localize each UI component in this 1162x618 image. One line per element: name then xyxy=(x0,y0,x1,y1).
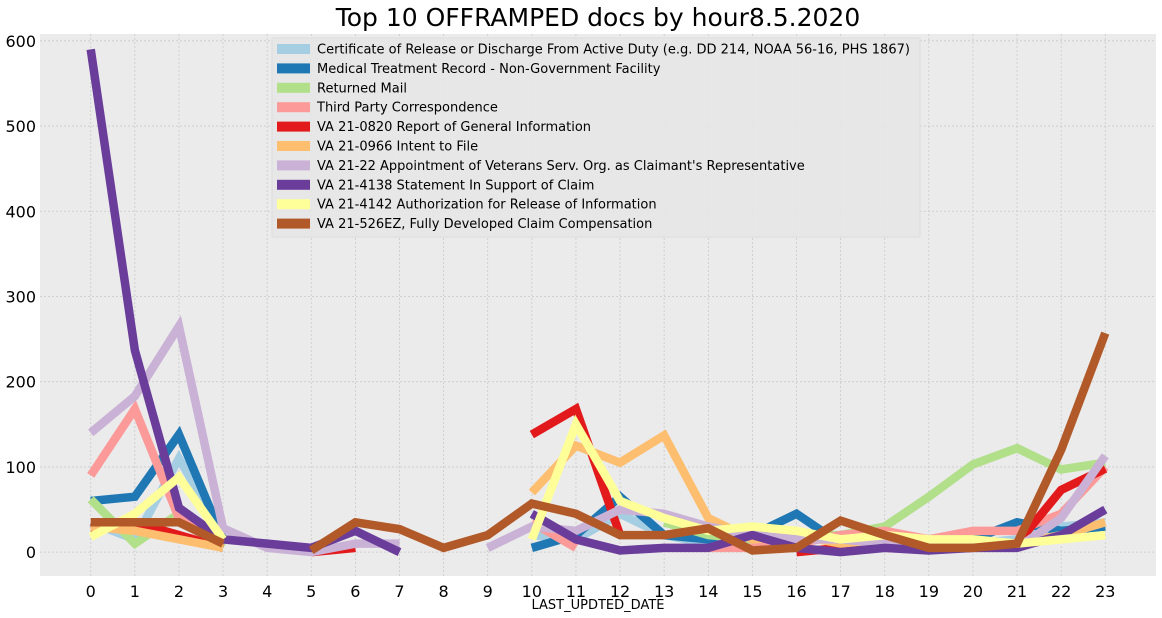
legend-swatch xyxy=(277,160,310,171)
x-tick-label: 14 xyxy=(698,582,718,601)
legend-swatch xyxy=(277,199,310,210)
legend-label: Returned Mail xyxy=(317,81,407,96)
legend-label: VA 21-0966 Intent to File xyxy=(317,140,478,155)
series-lines xyxy=(86,48,1110,557)
legend-swatch xyxy=(277,63,310,74)
y-tick-label: 0 xyxy=(26,543,36,562)
legend-label: Certificate of Release or Discharge From… xyxy=(317,43,910,58)
legend-swatch xyxy=(277,82,310,93)
x-tick-label: 3 xyxy=(218,582,228,601)
legend-label: VA 21-0820 Report of General Information xyxy=(317,120,591,135)
legend-box xyxy=(271,37,921,238)
series-line xyxy=(86,48,402,556)
x-axis-label: LAST_UPDTED_DATE xyxy=(532,598,665,613)
x-tick-label: 12 xyxy=(610,582,630,601)
y-axis: 0 100 200 300 400 500 600 xyxy=(5,32,36,562)
y-tick-label: 300 xyxy=(5,287,36,306)
x-tick-label: 5 xyxy=(306,582,316,601)
y-tick-label: 500 xyxy=(5,117,36,136)
x-tick-label: 20 xyxy=(963,582,983,601)
y-tick-label: 100 xyxy=(5,458,36,477)
x-tick-label: 2 xyxy=(174,582,184,601)
series-line xyxy=(308,331,1110,555)
series-10 xyxy=(90,331,1110,555)
legend-label: VA 21-4138 Statement In Support of Claim xyxy=(317,178,594,193)
x-tick-label: 21 xyxy=(1007,582,1027,601)
x-tick-label: 1 xyxy=(130,582,140,601)
x-tick-label: 15 xyxy=(742,582,762,601)
series-line xyxy=(90,518,225,548)
y-tick-label: 200 xyxy=(5,373,36,392)
y-tick-label: 400 xyxy=(5,202,36,221)
chart-title: Top 10 OFFRAMPED docs by hour8.5.2020 xyxy=(335,3,861,32)
legend-swatch xyxy=(277,141,310,151)
x-tick-label: 18 xyxy=(875,582,895,601)
series-line xyxy=(529,402,625,537)
x-axis: 0 1 2 3 4 5 6 7 8 9 10 11 12 13 14 15 16 17 18 19 20 21 22 23 xyxy=(86,582,1116,601)
x-tick-label: 16 xyxy=(786,582,806,601)
x-tick-label: 22 xyxy=(1051,582,1071,601)
x-tick-label: 19 xyxy=(919,582,939,601)
legend-swatch xyxy=(277,218,310,229)
legend: Certificate of Release or Discharge From… xyxy=(271,37,921,238)
legend-swatch xyxy=(277,44,310,54)
legend-label: Third Party Correspondence xyxy=(316,101,498,116)
x-tick-label: 17 xyxy=(830,582,850,601)
legend-swatch xyxy=(277,179,310,190)
y-tick-label: 600 xyxy=(5,32,36,51)
x-tick-label: 9 xyxy=(483,582,493,601)
legend-label: VA 21-22 Appointment of Veterans Serv. O… xyxy=(317,159,805,174)
x-tick-label: 7 xyxy=(394,582,404,601)
legend-swatch xyxy=(277,121,310,132)
x-tick-label: 4 xyxy=(262,582,272,601)
x-tick-label: 23 xyxy=(1095,582,1115,601)
x-tick-label: 13 xyxy=(654,582,674,601)
x-tick-label: 8 xyxy=(439,582,449,601)
x-tick-label: 10 xyxy=(522,582,542,601)
legend-label: VA 21-4142 Authorization for Release of … xyxy=(317,198,657,213)
legend-swatch xyxy=(277,102,310,113)
x-tick-label: 11 xyxy=(566,582,586,601)
legend-label: VA 21-526EZ, Fully Developed Claim Compe… xyxy=(317,217,652,232)
x-tick-label: 6 xyxy=(350,582,360,601)
x-tick-label: 0 xyxy=(86,582,96,601)
legend-label: Medical Treatment Record - Non-Governmen… xyxy=(317,62,661,77)
